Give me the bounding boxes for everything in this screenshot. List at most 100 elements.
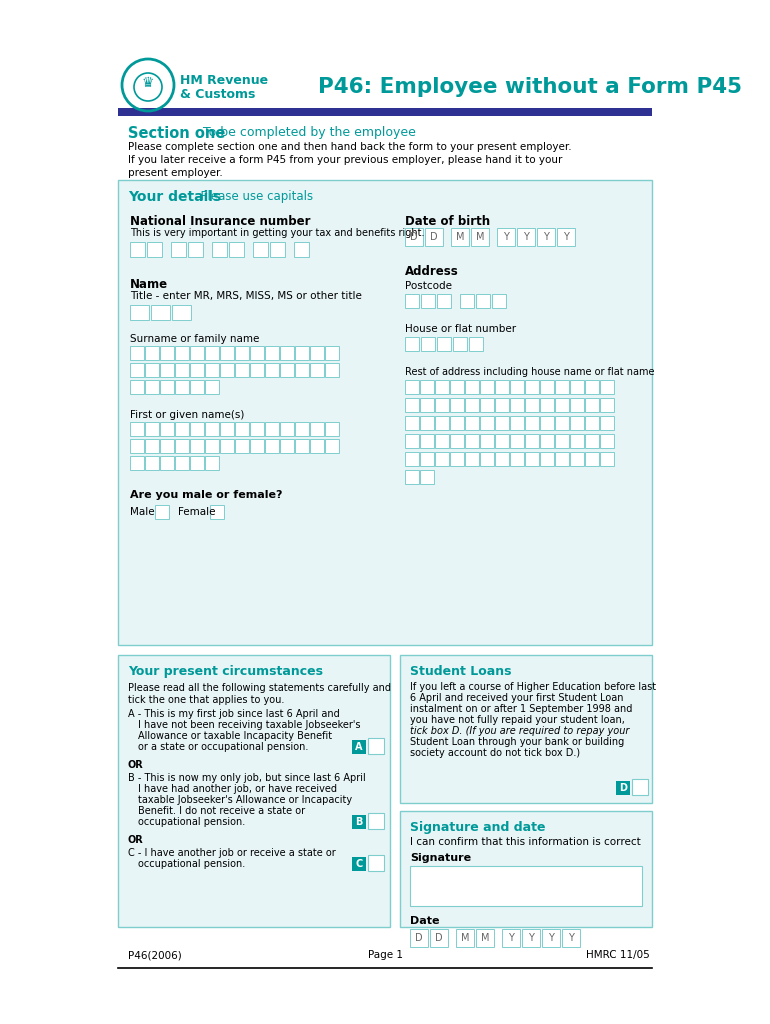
- Text: Date of birth: Date of birth: [405, 215, 490, 228]
- Bar: [325, 362, 339, 377]
- Bar: [435, 434, 449, 449]
- Bar: [632, 779, 648, 795]
- Bar: [570, 398, 584, 412]
- Bar: [205, 346, 219, 360]
- Bar: [555, 452, 569, 466]
- Bar: [294, 242, 309, 257]
- Bar: [235, 346, 249, 360]
- Bar: [540, 416, 554, 430]
- Bar: [250, 346, 264, 360]
- Bar: [405, 398, 419, 412]
- Bar: [425, 228, 443, 246]
- Bar: [265, 422, 279, 436]
- Text: Y: Y: [503, 232, 509, 242]
- Bar: [450, 398, 464, 412]
- Bar: [540, 434, 554, 449]
- Bar: [435, 416, 449, 430]
- Bar: [570, 380, 584, 394]
- Bar: [476, 929, 494, 947]
- Bar: [405, 452, 419, 466]
- Bar: [497, 228, 515, 246]
- Bar: [502, 929, 520, 947]
- Bar: [310, 422, 324, 436]
- Bar: [495, 380, 509, 394]
- Bar: [555, 380, 569, 394]
- Bar: [210, 505, 224, 519]
- Bar: [450, 380, 464, 394]
- Text: 6 April and received your first Student Loan: 6 April and received your first Student …: [410, 693, 624, 703]
- Bar: [510, 398, 524, 412]
- Bar: [400, 655, 652, 803]
- Bar: [235, 362, 249, 377]
- Bar: [160, 346, 174, 360]
- Bar: [310, 346, 324, 360]
- Bar: [400, 811, 652, 927]
- Bar: [160, 380, 174, 394]
- Bar: [118, 655, 390, 927]
- Text: Please use capitals: Please use capitals: [193, 190, 313, 203]
- Bar: [522, 929, 540, 947]
- Bar: [437, 294, 451, 308]
- Bar: [542, 929, 560, 947]
- Text: Y: Y: [528, 933, 534, 943]
- Text: If you left a course of Higher Education before last: If you left a course of Higher Education…: [410, 682, 656, 692]
- Bar: [190, 456, 204, 470]
- Bar: [171, 242, 186, 257]
- Bar: [557, 228, 575, 246]
- Bar: [368, 855, 384, 871]
- Text: M: M: [480, 933, 489, 943]
- Bar: [265, 362, 279, 377]
- Text: C: C: [356, 859, 363, 869]
- Text: Title - enter MR, MRS, MISS, MS or other title: Title - enter MR, MRS, MISS, MS or other…: [130, 291, 362, 301]
- Text: Rest of address including house name or flat name: Rest of address including house name or …: [405, 367, 654, 377]
- Bar: [570, 434, 584, 449]
- Bar: [190, 439, 204, 453]
- Text: D: D: [410, 232, 418, 242]
- Text: Postcode: Postcode: [405, 281, 452, 291]
- Bar: [525, 434, 539, 449]
- Bar: [421, 337, 435, 351]
- Bar: [368, 738, 384, 754]
- Text: Y: Y: [508, 933, 514, 943]
- Bar: [525, 416, 539, 430]
- Bar: [510, 416, 524, 430]
- Bar: [450, 434, 464, 449]
- Bar: [130, 242, 145, 257]
- Bar: [410, 866, 642, 906]
- Bar: [280, 439, 294, 453]
- Bar: [540, 380, 554, 394]
- Text: I can confirm that this information is correct: I can confirm that this information is c…: [410, 837, 641, 847]
- Bar: [510, 434, 524, 449]
- Bar: [325, 439, 339, 453]
- Text: Are you male or female?: Are you male or female?: [130, 490, 283, 500]
- Text: Student Loan through your bank or building: Student Loan through your bank or buildi…: [410, 737, 624, 746]
- Bar: [435, 398, 449, 412]
- Bar: [517, 228, 535, 246]
- Bar: [585, 416, 599, 430]
- Text: occupational pension.: occupational pension.: [138, 859, 246, 869]
- Bar: [145, 422, 159, 436]
- Text: P46: Employee without a Form P45: P46: Employee without a Form P45: [318, 77, 742, 97]
- Bar: [405, 337, 419, 351]
- Bar: [540, 452, 554, 466]
- Bar: [492, 294, 506, 308]
- Bar: [151, 305, 170, 319]
- Text: tick the one that applies to you.: tick the one that applies to you.: [128, 695, 284, 705]
- Text: D: D: [415, 933, 423, 943]
- Text: This is very important in getting your tax and benefits right.: This is very important in getting your t…: [130, 228, 424, 238]
- Bar: [476, 294, 490, 308]
- Bar: [235, 422, 249, 436]
- Bar: [295, 346, 309, 360]
- Text: Name: Name: [130, 278, 168, 291]
- Text: To be completed by the employee: To be completed by the employee: [195, 126, 416, 139]
- Bar: [220, 346, 234, 360]
- Bar: [295, 439, 309, 453]
- Bar: [437, 337, 451, 351]
- Bar: [600, 398, 614, 412]
- Text: If you later receive a form P45 from your previous employer, please hand it to y: If you later receive a form P45 from you…: [128, 155, 562, 165]
- Bar: [405, 470, 419, 484]
- Bar: [310, 362, 324, 377]
- Bar: [145, 439, 159, 453]
- Text: M: M: [456, 232, 464, 242]
- Bar: [420, 452, 434, 466]
